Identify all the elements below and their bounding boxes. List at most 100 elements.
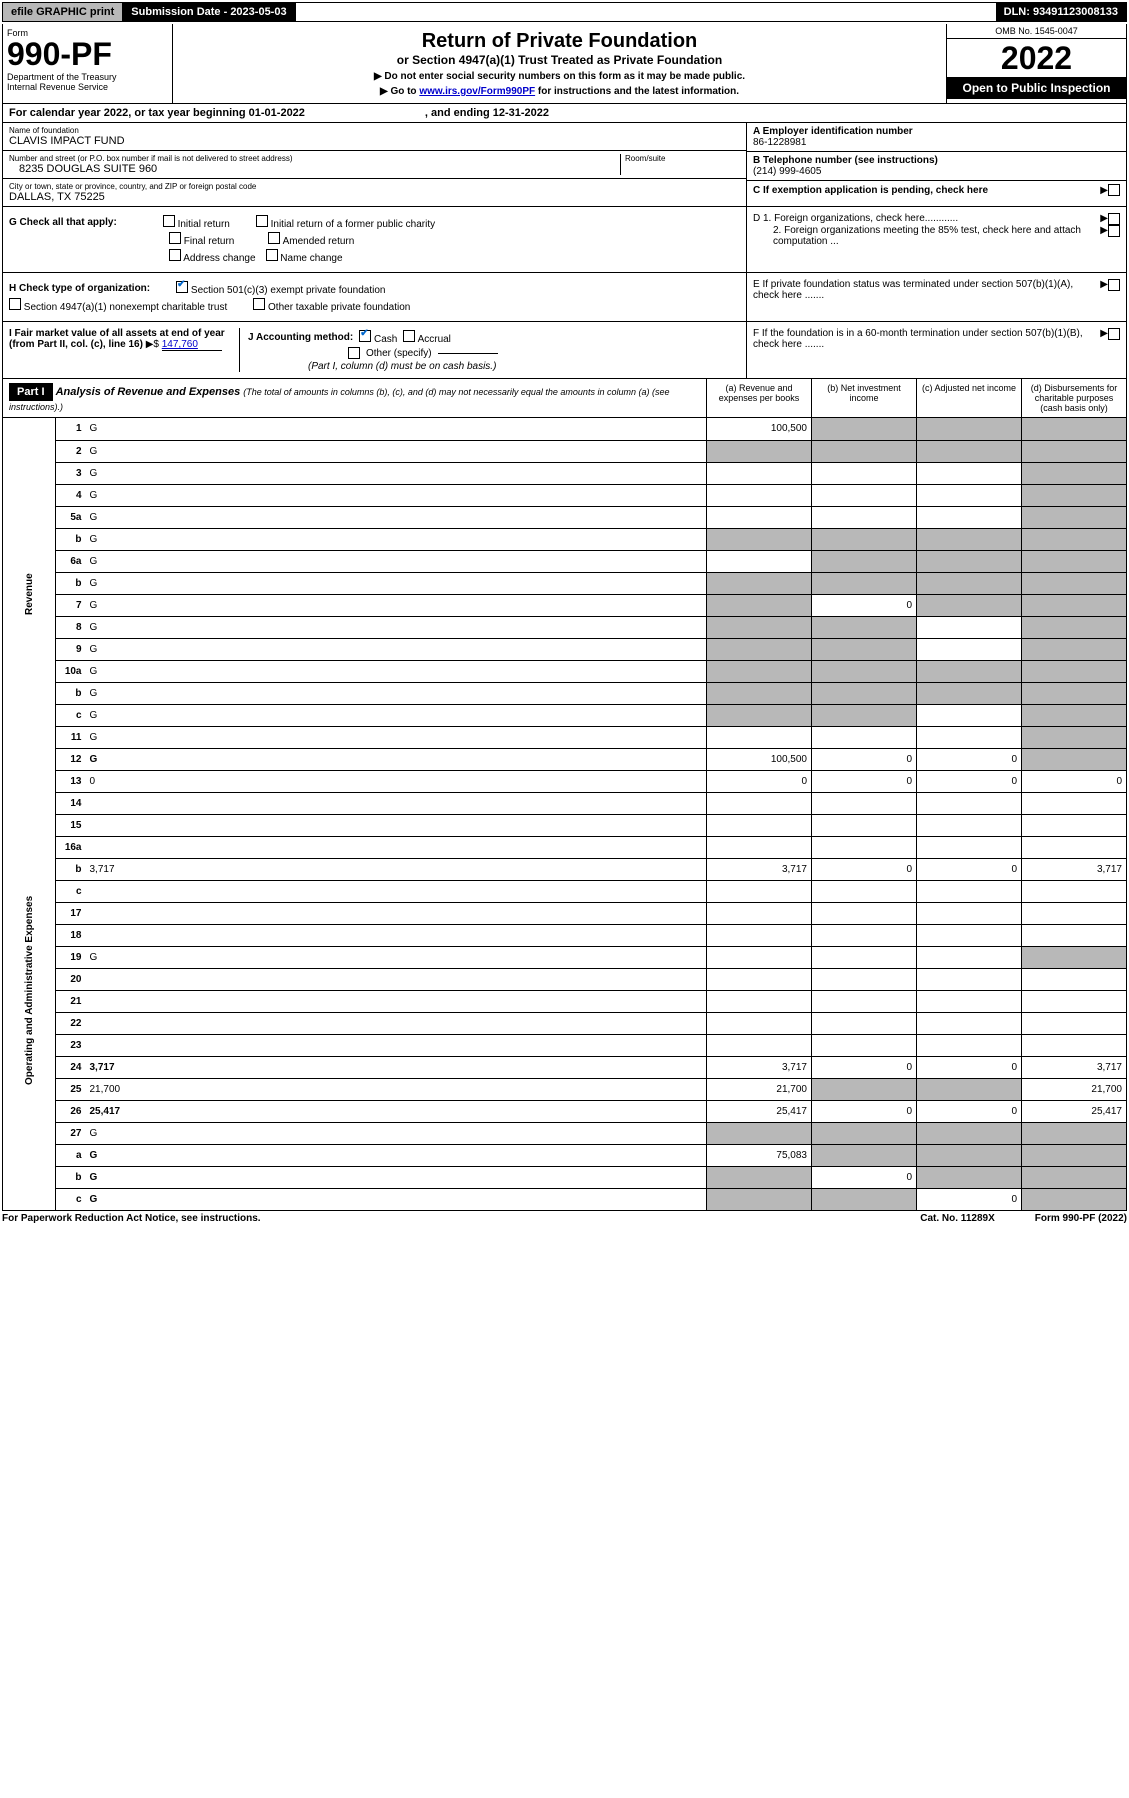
line-desc: G — [86, 726, 707, 748]
line-number: 25 — [56, 1078, 86, 1100]
line-number: 16a — [56, 836, 86, 858]
line-desc: G — [86, 616, 707, 638]
cell-d — [1022, 660, 1127, 682]
line-number: 8 — [56, 616, 86, 638]
checkbox-d1[interactable] — [1108, 213, 1120, 225]
cell-a — [707, 440, 812, 462]
cell-a — [707, 616, 812, 638]
section-h: H Check type of organization: Section 50… — [3, 273, 746, 321]
side-label-revenue: Revenue — [3, 418, 56, 770]
checkbox-f[interactable] — [1108, 328, 1120, 340]
checkbox-initial[interactable] — [163, 215, 175, 227]
checkbox-c[interactable] — [1108, 184, 1120, 196]
cell-c — [917, 814, 1022, 836]
line-number: 5a — [56, 506, 86, 528]
checkbox-initial-former[interactable] — [256, 215, 268, 227]
cell-b: 0 — [812, 1056, 917, 1078]
tax-year: 2022 — [947, 39, 1126, 77]
line-desc — [86, 968, 707, 990]
line-number: a — [56, 1144, 86, 1166]
note2: ▶ Go to www.irs.gov/Form990PF for instru… — [179, 86, 940, 97]
line-desc — [86, 792, 707, 814]
dln: DLN: 93491123008133 — [996, 3, 1126, 21]
cell-d — [1022, 462, 1127, 484]
checkbox-other-taxable[interactable] — [253, 298, 265, 310]
omb-number: OMB No. 1545-0047 — [947, 24, 1126, 39]
cell-c — [917, 528, 1022, 550]
checkbox-4947[interactable] — [9, 298, 21, 310]
header-left: Form 990-PF Department of the Treasury I… — [3, 24, 173, 103]
table-row: 21 — [3, 990, 1127, 1012]
cell-c — [917, 968, 1022, 990]
checkbox-amended[interactable] — [268, 232, 280, 244]
line-number: 2 — [56, 440, 86, 462]
line-desc: G — [86, 550, 707, 572]
table-row: 19G — [3, 946, 1127, 968]
subdate: Submission Date - 2023-05-03 — [123, 3, 295, 21]
cell-a — [707, 1034, 812, 1056]
cell-b — [812, 1122, 917, 1144]
checkbox-other-acct[interactable] — [348, 347, 360, 359]
table-row: 18 — [3, 924, 1127, 946]
cell-b: 0 — [812, 858, 917, 880]
checkbox-final[interactable] — [169, 232, 181, 244]
efile-label[interactable]: efile GRAPHIC print — [3, 3, 123, 21]
line-number: 4 — [56, 484, 86, 506]
line-number: 18 — [56, 924, 86, 946]
form-title: Return of Private Foundation — [179, 30, 940, 53]
cell-a: 75,083 — [707, 1144, 812, 1166]
cell-d: 3,717 — [1022, 1056, 1127, 1078]
cell-d — [1022, 506, 1127, 528]
cell-a — [707, 528, 812, 550]
cell-b — [812, 550, 917, 572]
line-number: b — [56, 682, 86, 704]
cell-d — [1022, 924, 1127, 946]
cell-d — [1022, 1166, 1127, 1188]
cell-b — [812, 660, 917, 682]
cell-b — [812, 638, 917, 660]
table-row: bG0 — [3, 1166, 1127, 1188]
cell-a — [707, 946, 812, 968]
checkbox-address[interactable] — [169, 249, 181, 261]
cell-d — [1022, 1034, 1127, 1056]
line-desc: 21,700 — [86, 1078, 707, 1100]
cell-b — [812, 726, 917, 748]
line-number: 14 — [56, 792, 86, 814]
cell-a — [707, 704, 812, 726]
cell-c — [917, 572, 1022, 594]
form-number: 990-PF — [7, 38, 168, 70]
form-ref: Form 990-PF (2022) — [1035, 1213, 1127, 1224]
table-row: 23 — [3, 1034, 1127, 1056]
address-row: Number and street (or P.O. box number if… — [3, 151, 746, 179]
cell-d — [1022, 814, 1127, 836]
cell-c — [917, 660, 1022, 682]
form-header: Form 990-PF Department of the Treasury I… — [2, 24, 1127, 104]
cell-a: 3,717 — [707, 1056, 812, 1078]
table-row: 7G0 — [3, 594, 1127, 616]
checkbox-d2[interactable] — [1108, 225, 1120, 237]
cell-d: 3,717 — [1022, 858, 1127, 880]
line-desc: G — [86, 946, 707, 968]
checkbox-e[interactable] — [1108, 279, 1120, 291]
cell-c — [917, 682, 1022, 704]
cell-a — [707, 1012, 812, 1034]
checkbox-accrual[interactable] — [403, 330, 415, 342]
checkbox-name[interactable] — [266, 249, 278, 261]
cell-d — [1022, 484, 1127, 506]
checkbox-501c3[interactable] — [176, 281, 188, 293]
line-desc — [86, 836, 707, 858]
line-desc: G — [86, 660, 707, 682]
cell-d — [1022, 704, 1127, 726]
cell-b — [812, 1144, 917, 1166]
cell-d — [1022, 836, 1127, 858]
table-row: 15 — [3, 814, 1127, 836]
instructions-link[interactable]: www.irs.gov/Form990PF — [419, 86, 535, 97]
fmv-link[interactable]: 147,760 — [162, 339, 222, 351]
paperwork-notice: For Paperwork Reduction Act Notice, see … — [2, 1213, 261, 1224]
cell-b: 0 — [812, 594, 917, 616]
checks-block-1: G Check all that apply: Initial return I… — [2, 207, 1127, 273]
line-number: 26 — [56, 1100, 86, 1122]
cell-d — [1022, 550, 1127, 572]
checkbox-cash[interactable] — [359, 330, 371, 342]
table-row: 17 — [3, 902, 1127, 924]
